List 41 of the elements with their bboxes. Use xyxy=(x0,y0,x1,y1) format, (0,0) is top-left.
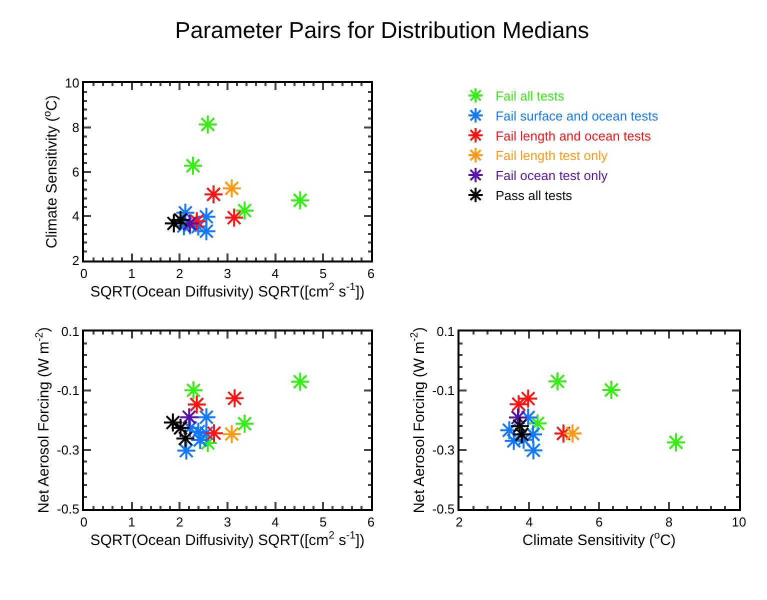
legend-label: Fail ocean test only xyxy=(496,168,608,184)
x-tick-label: 1 xyxy=(128,266,136,282)
y-tick-label: -0.1 xyxy=(432,383,455,398)
legend-label: Pass all tests xyxy=(496,188,573,204)
x-tick-label: 10 xyxy=(732,514,746,530)
x-tick-label: 5 xyxy=(320,514,327,530)
y-tick-label: -0.5 xyxy=(432,501,455,516)
y-tick-label: -0.3 xyxy=(56,442,80,458)
x-axis-title: SQRT(Ocean Diffusivity) SQRT([cm$^{2}$ s$^{-1}$]) xyxy=(90,530,365,549)
x-tick-label: 8 xyxy=(665,514,673,530)
x-tick-label: 4 xyxy=(526,514,533,530)
x-axis-title: Climate Sensitivity ($^{o}$C) xyxy=(522,530,676,549)
x-tick-label: 5 xyxy=(320,266,327,282)
x-tick-label: 6 xyxy=(367,514,375,530)
y-tick-label: 0.1 xyxy=(436,324,455,340)
legend-label: Fail length test only xyxy=(496,148,608,164)
y-tick-label: 0.1 xyxy=(61,324,80,340)
x-tick-label: 3 xyxy=(224,266,232,282)
y-tick-label: -0.1 xyxy=(56,383,80,398)
y-tick-label: 8 xyxy=(72,120,80,135)
x-tick-label: 2 xyxy=(176,514,184,530)
legend-label: Fail length and ocean tests xyxy=(496,128,652,144)
y-tick-label: 6 xyxy=(72,164,80,180)
y-tick-label: -0.5 xyxy=(56,501,80,516)
legend-label: Fail surface and ocean tests xyxy=(496,108,659,124)
legend-label: Fail all tests xyxy=(496,88,565,104)
x-tick-label: 1 xyxy=(128,514,136,530)
x-tick-label: 6 xyxy=(367,266,375,282)
x-tick-label: 6 xyxy=(596,514,603,530)
chart-title: Parameter Pairs for Distribution Medians xyxy=(175,17,590,43)
y-tick-label: -0.3 xyxy=(432,442,455,458)
x-tick-label: 0 xyxy=(80,266,88,282)
y-tick-label: 2 xyxy=(72,253,80,268)
x-tick-label: 3 xyxy=(224,514,232,530)
x-tick-label: 2 xyxy=(176,266,184,282)
x-tick-label: 4 xyxy=(272,514,279,530)
y-tick-label: 10 xyxy=(64,76,80,91)
x-tick-label: 0 xyxy=(80,514,88,530)
x-tick-label: 4 xyxy=(272,266,279,282)
y-tick-label: 4 xyxy=(72,208,80,224)
x-axis-title: SQRT(Ocean Diffusivity) SQRT([cm$^{2}$ s$^{-1}$]) xyxy=(90,281,365,300)
